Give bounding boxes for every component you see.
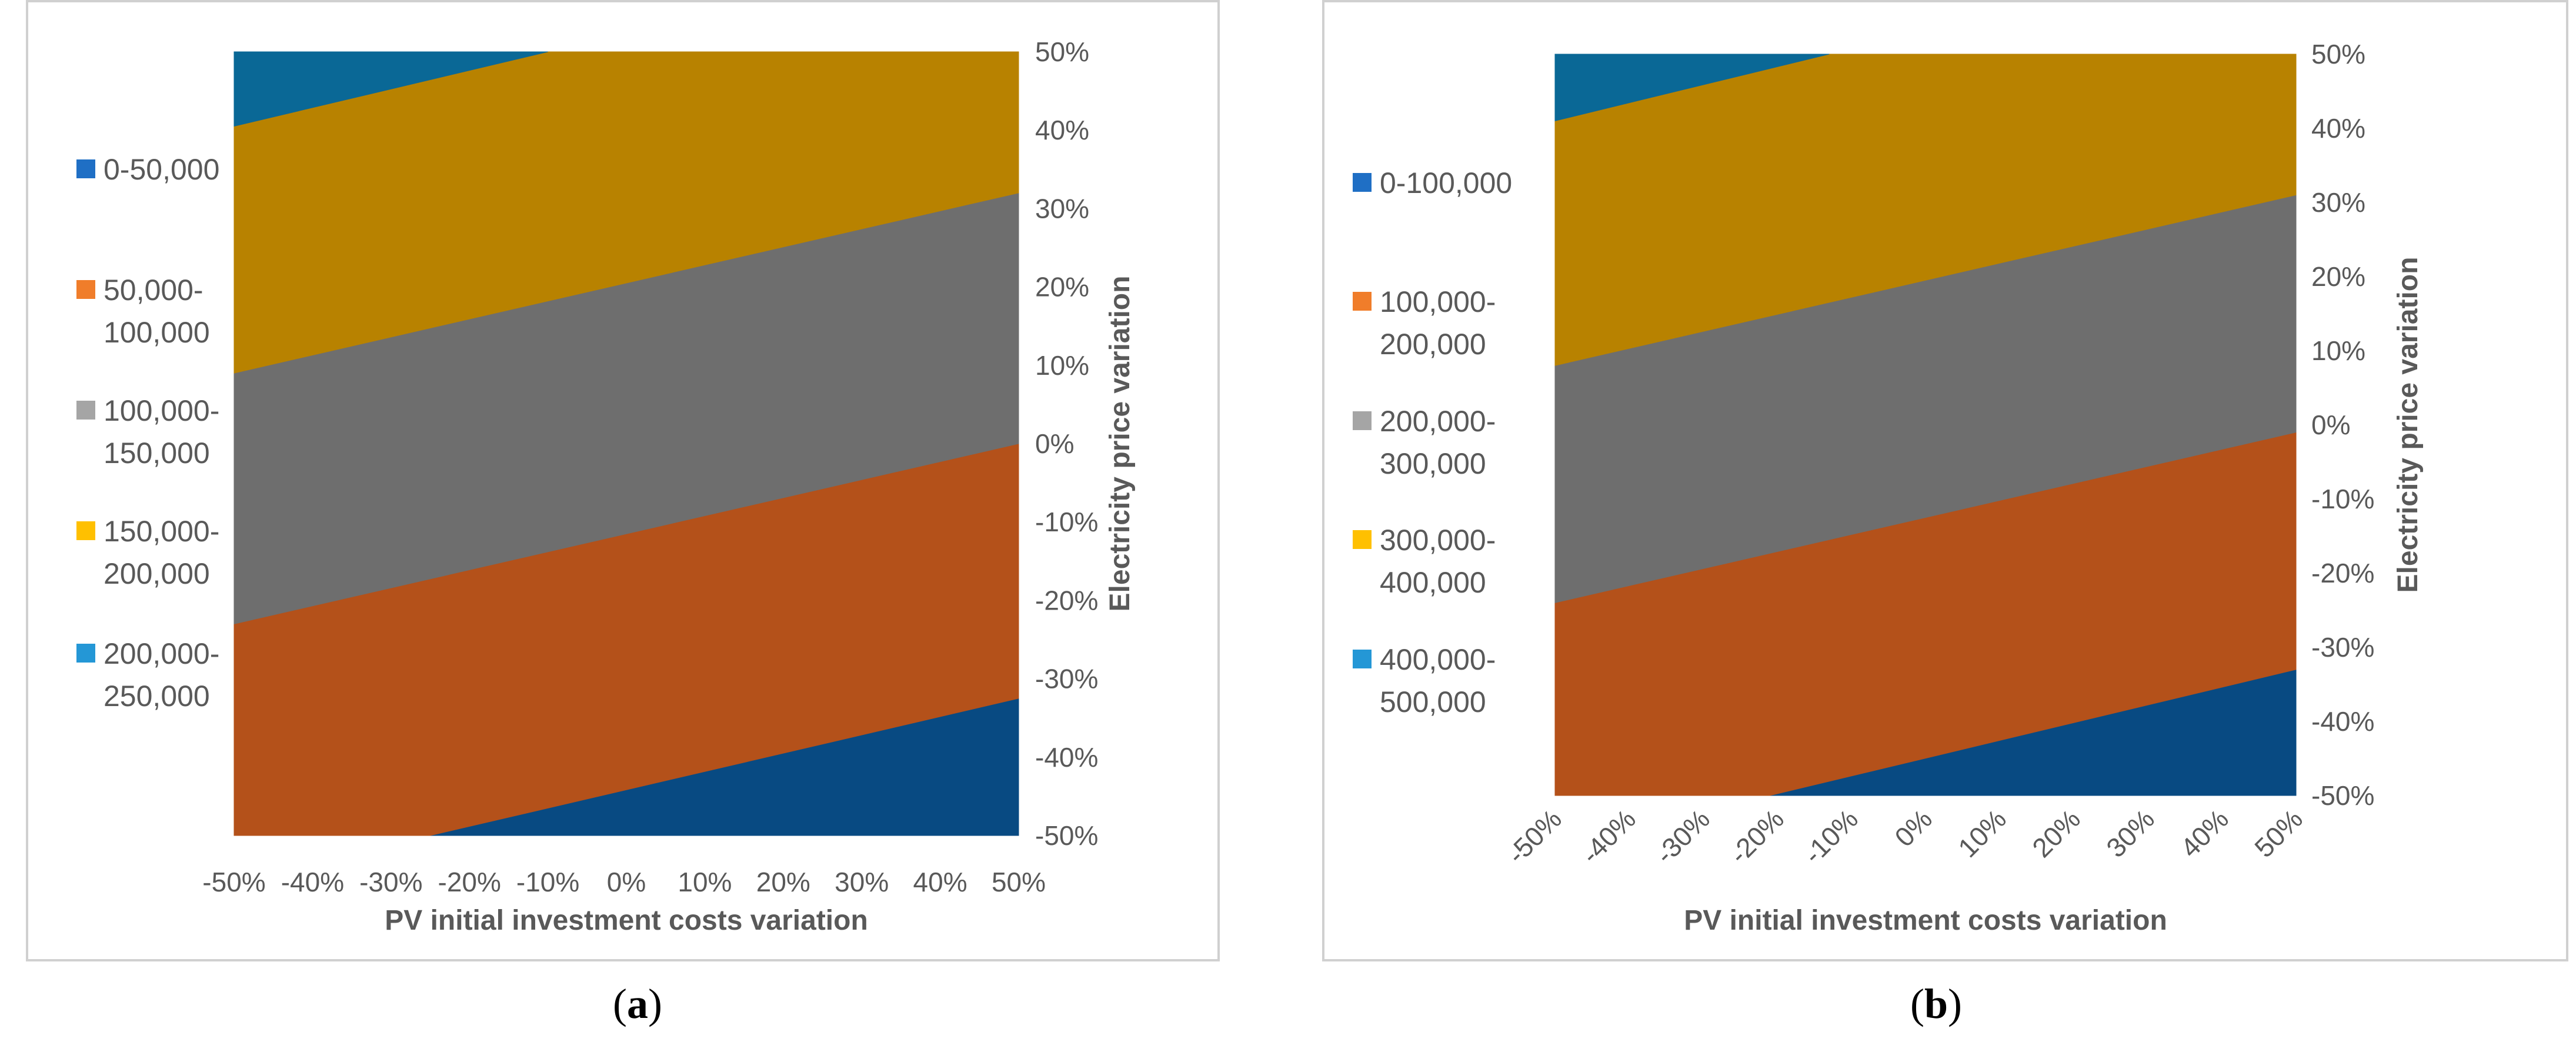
y-axis-title: Electricity price variation xyxy=(1105,276,1136,612)
y-tick-label: 0% xyxy=(1035,428,1074,459)
panel-caption: (a) xyxy=(613,980,662,1027)
legend-item: 100,000-150,000 xyxy=(76,394,219,470)
y-tick-label: -10% xyxy=(2311,484,2374,514)
y-tick-label: -20% xyxy=(2311,558,2374,588)
legend-item: 200,000-250,000 xyxy=(76,637,219,713)
legend-swatch xyxy=(1353,650,1372,668)
panel-b: 50%40%30%20%10%0%-10%-20%-30%-40%-50%-50… xyxy=(1322,0,2568,1027)
contour-band-4 xyxy=(233,51,548,127)
legend-swatch xyxy=(76,280,95,299)
legend-item: 50,000-100,000 xyxy=(76,274,210,349)
legend-label: 400,000-500,000 xyxy=(1380,643,1496,718)
legend-label: 100,000-200,000 xyxy=(1380,285,1496,361)
y-tick-label: -10% xyxy=(1035,507,1098,537)
y-axis-title: Electricity price variation xyxy=(2393,257,2424,593)
legend-swatch xyxy=(1353,173,1372,192)
y-tick-label: 10% xyxy=(2311,335,2365,366)
x-tick-label: 50% xyxy=(992,867,1046,897)
legend-item: 100,000-200,000 xyxy=(1353,285,1496,361)
x-tick-label: 40% xyxy=(913,867,967,897)
y-tick-label: -40% xyxy=(1035,742,1098,773)
legend-swatch xyxy=(76,159,95,178)
x-tick-label: 0% xyxy=(607,867,646,897)
y-tick-label: 40% xyxy=(2311,113,2365,144)
y-tick-label: -30% xyxy=(1035,664,1098,694)
y-tick-label: -50% xyxy=(2311,780,2374,811)
panel-a: 50% 40% 30% 20% 10% 0% -10% -20% -30% -40% -50% -50… xyxy=(26,0,1220,1027)
y-tick-label: 20% xyxy=(1035,272,1089,302)
x-tick-label: 20% xyxy=(756,867,810,897)
legend-label: 300,000-400,000 xyxy=(1380,524,1496,599)
y-tick-label: 30% xyxy=(1035,193,1089,224)
legend-item: 200,000-300,000 xyxy=(1353,405,1496,480)
y-tick-label: 40% xyxy=(1035,115,1089,145)
legend-swatch xyxy=(76,521,95,540)
y-tick-label: 20% xyxy=(2311,261,2365,292)
y-tick-label: -30% xyxy=(2311,632,2374,663)
legend-label: 200,000-250,000 xyxy=(104,637,219,713)
legend-item: 0-100,000 xyxy=(1353,167,1512,199)
legend-item: 150,000-200,000 xyxy=(76,515,219,590)
legend-item: 400,000-500,000 xyxy=(1353,643,1496,718)
legend-label: 150,000-200,000 xyxy=(104,515,219,590)
y-tick-label: 0% xyxy=(2311,410,2350,440)
legend-label: 200,000-300,000 xyxy=(1380,405,1496,480)
legend-label: 0-100,000 xyxy=(1380,167,1512,199)
y-tick-label: -20% xyxy=(1035,585,1098,615)
x-axis-title: PV initial investment costs variation xyxy=(1684,905,2167,936)
legend-swatch xyxy=(76,644,95,663)
x-tick-label: -30% xyxy=(359,867,422,897)
legend-label: 50,000-100,000 xyxy=(104,274,210,349)
x-tick-label: -40% xyxy=(281,867,344,897)
y-tick-label: 50% xyxy=(2311,39,2365,69)
legend-item: 300,000-400,000 xyxy=(1353,524,1496,599)
legend-swatch xyxy=(76,401,95,420)
legend-swatch xyxy=(1353,411,1372,430)
x-tick-label: 10% xyxy=(678,867,732,897)
x-axis-title: PV initial investment costs variation xyxy=(385,905,868,936)
x-tick-label: -50% xyxy=(202,867,265,897)
y-tick-label: 50% xyxy=(1035,36,1089,67)
legend-label: 0-50,000 xyxy=(104,153,219,186)
legend-item: 0-50,000 xyxy=(76,153,219,186)
x-tick-label: 30% xyxy=(835,867,889,897)
x-tick-label: -20% xyxy=(438,867,501,897)
y-tick-label: 30% xyxy=(2311,187,2365,218)
legend-label: 100,000-150,000 xyxy=(104,394,219,470)
legend-swatch xyxy=(1353,292,1372,311)
panel-caption: (b) xyxy=(1910,980,1962,1027)
contour-band-4 xyxy=(1554,54,1830,122)
x-tick-label: -10% xyxy=(516,867,579,897)
y-tick-label: -50% xyxy=(1035,820,1098,851)
y-tick-label: -40% xyxy=(2311,706,2374,737)
y-tick-label: 10% xyxy=(1035,350,1089,381)
legend-swatch xyxy=(1353,530,1372,549)
